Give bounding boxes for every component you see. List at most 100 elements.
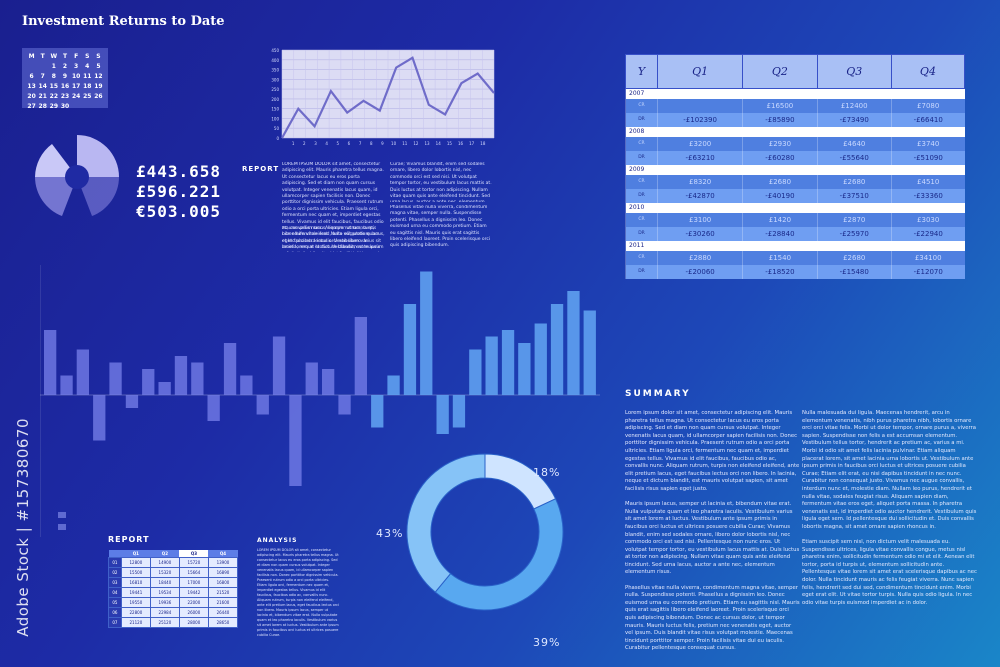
calendar-date[interactable] <box>26 63 37 70</box>
calendar-date[interactable]: 25 <box>83 93 92 100</box>
donut-slice <box>434 498 564 611</box>
quarter-table-cell: £3740 <box>890 136 965 151</box>
mini-table-cell: 16800 <box>207 576 239 588</box>
calendar-date[interactable]: 30 <box>60 103 70 110</box>
table-row: 07 21120 25120 28000 28650 <box>108 616 239 628</box>
quarter-table-row-label: CR <box>625 250 658 265</box>
calendar-date[interactable]: 6 <box>29 73 34 80</box>
quarter-table-cell: £34100 <box>890 250 965 265</box>
mini-report-label: REPORT <box>108 535 150 544</box>
line-chart-x-tick: 8 <box>370 141 373 146</box>
quarter-table-cell: £1540 <box>742 250 818 265</box>
calendar-date[interactable]: 9 <box>62 73 68 80</box>
calendar-date[interactable]: 11 <box>83 73 92 80</box>
analysis-text: LOREM IPSUM DOLOR sit amet, consectetur … <box>257 548 339 637</box>
calendar-date[interactable]: 4 <box>85 63 90 70</box>
bar <box>403 304 417 395</box>
quarter-table-cell: -£40190 <box>742 188 818 203</box>
calendar-date[interactable]: 19 <box>94 83 103 90</box>
calendar-date[interactable]: 16 <box>60 83 70 90</box>
mini-table-cell: 19441 <box>120 586 151 598</box>
figure-value-2: £596.221 <box>136 182 222 201</box>
calendar-date[interactable]: 15 <box>49 83 59 90</box>
line-chart-x-tick: 13 <box>425 141 431 146</box>
quarter-table-cell: £7080 <box>890 98 965 113</box>
calendar-date[interactable]: 20 <box>27 93 36 100</box>
bar <box>436 395 449 434</box>
calendar-date[interactable]: 1 <box>51 63 56 70</box>
calendar-date[interactable] <box>37 63 48 70</box>
quarter-table-row-label: CR <box>625 136 658 151</box>
report-label: REPORT <box>242 165 280 173</box>
calendar-date[interactable]: 3 <box>74 63 79 70</box>
summary-column-1: Lorem ipsum dolor sit amet, consectetur … <box>625 410 800 652</box>
bar <box>354 317 367 395</box>
bar <box>256 395 269 415</box>
quarter-table-header: Q2 <box>742 54 818 89</box>
calendar-date[interactable]: 28 <box>38 103 47 110</box>
calendar-date[interactable]: 13 <box>27 83 36 90</box>
line-chart-y-tick: 100 <box>271 116 279 121</box>
line-chart-x-tick: 9 <box>381 141 384 146</box>
quarter-table-cell: £16500 <box>742 98 818 113</box>
quarter-table-cell: £1420 <box>742 212 818 227</box>
calendar-date[interactable]: 17 <box>71 83 81 90</box>
bar <box>174 356 188 395</box>
line-chart-x-tick: 17 <box>469 141 475 146</box>
calendar-date[interactable]: 27 <box>27 103 36 110</box>
legend-swatch-2 <box>58 524 66 530</box>
calendar-date[interactable]: 24 <box>71 93 81 100</box>
line-chart-x-tick: 2 <box>303 141 306 146</box>
donut-slice <box>484 453 557 510</box>
quarter-table-row-label: CR <box>625 212 658 227</box>
line-chart-x-tick: 5 <box>337 141 340 146</box>
quarter-table-cell: -£18520 <box>742 264 818 279</box>
calendar-date[interactable]: 26 <box>94 93 103 100</box>
quarter-table-cell: £2680 <box>816 174 892 189</box>
bar <box>223 343 237 395</box>
line-chart-y-tick: 0 <box>276 136 279 141</box>
line-chart-y-tick: 150 <box>271 107 279 112</box>
mini-table-cell: 04 <box>108 586 122 598</box>
quarter-table-cell: -£73490 <box>816 112 892 127</box>
donut-slice <box>406 453 486 593</box>
calendar-date[interactable]: 10 <box>71 73 81 80</box>
mini-table-cell: 14900 <box>149 556 180 568</box>
calendar-date[interactable]: 23 <box>60 93 70 100</box>
quarter-table-row-label: DR <box>625 188 658 203</box>
bar <box>272 336 286 395</box>
quarter-table-year: 2007 <box>625 88 965 99</box>
calendar-date[interactable]: 12 <box>94 73 103 80</box>
line-chart-y-tick: 50 <box>274 126 280 131</box>
quarter-table-year: 2008 <box>625 126 965 137</box>
calendar-date[interactable]: 5 <box>96 63 101 70</box>
table-row: 02 15500 15320 15664 16890 <box>108 566 239 578</box>
calendar-date[interactable]: 14 <box>38 83 47 90</box>
calendar-weekday: T <box>40 53 45 60</box>
donut-chart <box>406 453 564 611</box>
mini-table-cell: 16810 <box>120 576 151 588</box>
mini-table-cell: 28000 <box>178 616 209 628</box>
calendar-date[interactable]: 22 <box>49 93 59 100</box>
calendar-date[interactable]: 7 <box>40 73 45 80</box>
quarter-table-row: CR £8320 £2680 £2680 £4510 <box>625 174 965 189</box>
quarter-table-cell: £2680 <box>816 250 892 265</box>
calendar-date[interactable]: 21 <box>38 93 47 100</box>
quarter-table-year: 2011 <box>625 240 965 251</box>
calendar-date[interactable]: 8 <box>51 73 56 80</box>
quarter-table-cell: -£15480 <box>816 264 892 279</box>
mini-table-cell: 26440 <box>207 606 239 618</box>
mini-table-header: Q2 <box>150 550 180 557</box>
mini-table-cell: 28650 <box>207 616 239 628</box>
calendar-date[interactable]: 18 <box>83 83 92 90</box>
quarter-table-header: Q3 <box>816 54 892 89</box>
calendar-date[interactable]: 29 <box>49 103 59 110</box>
calendar: M T W T F S S 1 2 3 4 5 6 7 8 9 10 11 12 13 14 15 16 17 18 19 20 21… <box>22 48 108 110</box>
watermark-text: Adobe Stock | #157380670 <box>14 418 32 637</box>
bar <box>207 395 220 421</box>
calendar-date[interactable]: 2 <box>62 63 68 70</box>
figure-value-1: £443.658 <box>136 162 222 181</box>
quarter-table-header: Q1 <box>656 54 744 89</box>
page-title: Investment Returns to Date <box>22 14 225 29</box>
quarter-table-row-label: DR <box>625 264 658 279</box>
